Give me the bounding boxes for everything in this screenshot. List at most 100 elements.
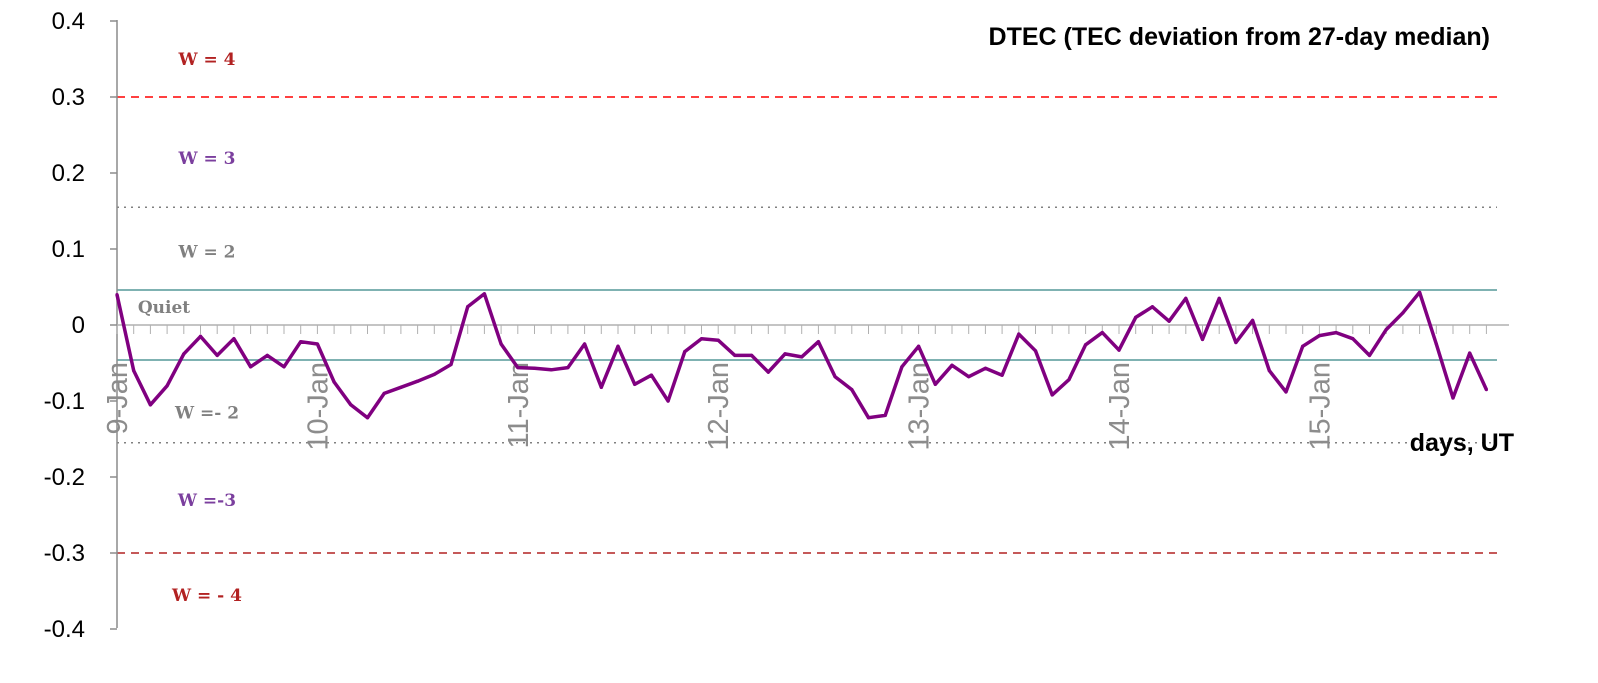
data-point xyxy=(349,403,353,407)
x-axis-ticks: 9-Jan 10-Jan 11-Jan 12-Jan 13-Jan 14-Jan 15-Ja… xyxy=(102,362,1336,451)
y-tick-label: -0.2 xyxy=(44,464,85,491)
y-tick-label: 0.3 xyxy=(52,84,85,111)
data-point xyxy=(1267,369,1271,373)
data-point xyxy=(432,372,436,376)
data-point xyxy=(583,342,587,346)
data-point xyxy=(1418,290,1422,294)
data-point xyxy=(733,353,737,357)
data-point xyxy=(666,399,670,403)
data-point xyxy=(1384,327,1388,332)
data-point xyxy=(1301,344,1305,348)
data-point xyxy=(950,363,954,367)
data-point xyxy=(633,382,637,386)
x-tick-label: 12-Jan xyxy=(703,362,735,451)
data-point xyxy=(315,342,319,346)
y-tick-label: 0.1 xyxy=(52,236,85,263)
data-point xyxy=(198,334,203,338)
data-point xyxy=(783,352,787,356)
data-point xyxy=(900,365,904,369)
data-point xyxy=(399,385,403,389)
data-point xyxy=(983,366,988,370)
data-point xyxy=(1100,331,1104,335)
data-point xyxy=(1017,332,1021,336)
x-tick-label: 15-Jan xyxy=(1304,362,1336,451)
data-point xyxy=(466,305,470,309)
data-point xyxy=(1200,337,1205,342)
x-tick-label: 14-Jan xyxy=(1104,362,1136,451)
data-point xyxy=(1234,340,1238,345)
data-point xyxy=(115,293,119,297)
data-point xyxy=(1284,390,1288,394)
data-point xyxy=(1401,311,1405,315)
x-tick-label: 10-Jan xyxy=(302,362,334,451)
data-point xyxy=(1033,349,1038,353)
data-point xyxy=(1351,337,1355,341)
data-point xyxy=(132,369,136,373)
data-point xyxy=(716,338,720,342)
data-point xyxy=(165,384,169,388)
data-point xyxy=(1150,305,1154,309)
x-axis-label: days, UT xyxy=(1410,429,1514,457)
data-point xyxy=(516,365,520,370)
data-point xyxy=(482,292,486,296)
data-point xyxy=(800,355,804,359)
data-point xyxy=(499,342,503,346)
data-point xyxy=(449,362,453,367)
data-point xyxy=(299,340,303,344)
data-point xyxy=(833,375,837,379)
data-point xyxy=(282,365,286,369)
data-point xyxy=(1484,388,1488,392)
data-point xyxy=(933,382,937,386)
data-point xyxy=(382,391,386,395)
activity-zone-labels: W = 4 W = 3 W = 2 Quiet W =- 2 W =-3 W = - 4 xyxy=(138,50,242,606)
data-point xyxy=(1434,342,1438,346)
data-point xyxy=(883,413,887,418)
zone-label: W =-3 xyxy=(177,491,236,511)
data-point xyxy=(249,365,253,369)
data-point xyxy=(148,403,152,407)
data-point xyxy=(1251,318,1255,323)
data-point xyxy=(1217,296,1221,300)
data-point xyxy=(1184,296,1188,300)
data-point xyxy=(599,385,603,389)
y-tick-label: 0.2 xyxy=(52,160,85,187)
data-point xyxy=(532,366,537,370)
data-point xyxy=(866,416,871,420)
y-tick-label: -0.1 xyxy=(44,388,85,415)
zone-label: W = - 4 xyxy=(171,586,242,606)
zone-label: W =- 2 xyxy=(174,403,239,423)
data-point xyxy=(750,353,754,357)
chart-title: DTEC (TEC deviation from 27-day median) xyxy=(989,23,1490,51)
data-point xyxy=(850,388,854,392)
data-point xyxy=(215,353,219,357)
data-point xyxy=(416,379,420,383)
data-point xyxy=(1084,343,1088,347)
data-point xyxy=(1117,348,1121,352)
dtec-series xyxy=(115,290,1488,420)
data-point xyxy=(1067,378,1071,382)
data-point xyxy=(1468,351,1472,355)
data-point xyxy=(1000,373,1004,377)
data-point xyxy=(649,373,654,377)
data-point xyxy=(1134,315,1138,319)
x-tick-label: 9-Jan xyxy=(102,362,134,435)
data-point xyxy=(816,340,821,344)
axes xyxy=(116,20,1509,628)
data-point xyxy=(1167,319,1171,323)
data-point xyxy=(265,353,269,357)
data-point xyxy=(549,368,553,372)
zone-label: Quiet xyxy=(138,298,190,318)
data-point xyxy=(917,344,921,348)
data-point xyxy=(1451,396,1455,400)
zone-label: W = 3 xyxy=(177,149,235,169)
y-axis-ticks: 0.4 0.3 0.2 0.1 0 -0.1 -0.2 -0.3 -0.4 xyxy=(44,8,117,643)
data-point xyxy=(332,380,336,384)
data-point xyxy=(365,416,370,420)
data-point xyxy=(1317,334,1321,338)
y-tick-label: -0.4 xyxy=(44,616,85,643)
data-point xyxy=(182,352,186,356)
zone-label: W = 4 xyxy=(177,50,235,70)
y-tick-label: 0 xyxy=(72,312,85,339)
data-point xyxy=(683,350,687,354)
